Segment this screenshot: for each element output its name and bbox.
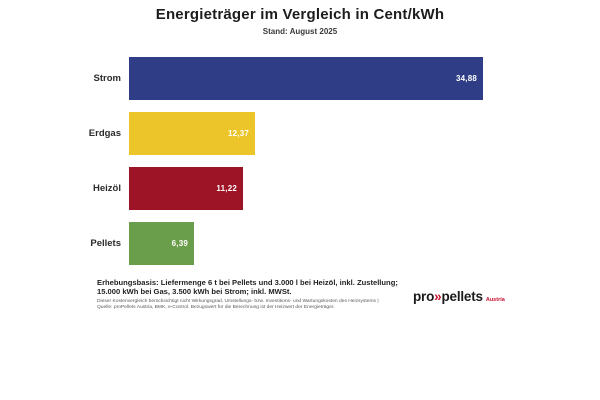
bar: 34,88 <box>129 57 483 100</box>
logo-country: Austria <box>485 297 505 303</box>
bar: 11,22 <box>129 167 243 210</box>
logo-pro: pro <box>413 289 435 304</box>
bar-row: Pellets 6,39 <box>0 222 600 265</box>
bar-track: 34,88 <box>129 57 600 100</box>
bar: 12,37 <box>129 112 255 155</box>
survey-basis-line2: 15.000 kWh bei Gas, 3.500 kWh bei Strom;… <box>97 286 292 296</box>
bar: 6,39 <box>129 222 194 265</box>
bar-row: Strom 34,88 <box>0 57 600 100</box>
fine-print-line2: Quelle: proPellets Austria, BMK, e-Contr… <box>97 304 335 310</box>
bar-category-label: Pellets <box>90 238 121 249</box>
bar-value-label: 34,88 <box>455 74 477 83</box>
bar-row: Heizöl 11,22 <box>0 167 600 210</box>
fine-print-text: Dieser Kostenvergleich berücksichtigt ni… <box>97 299 427 310</box>
logo-chevrons-icon: » <box>434 289 442 304</box>
propellets-austria-logo: pro»pellets Austria <box>413 288 505 306</box>
bar-track: 12,37 <box>129 112 600 155</box>
bar-track: 6,39 <box>129 222 600 265</box>
footnote: Erhebungsbasis: Liefermenge 6 t bei Pell… <box>97 278 427 310</box>
bar-value-label: 12,37 <box>227 129 249 138</box>
survey-basis-text: Erhebungsbasis: Liefermenge 6 t bei Pell… <box>97 278 427 296</box>
bar-value-label: 6,39 <box>171 239 188 248</box>
bar-track: 11,22 <box>129 167 600 210</box>
logo-pellets: pellets <box>441 289 483 304</box>
fine-print-line1: Dieser Kostenvergleich berücksichtigt ni… <box>97 299 379 305</box>
survey-basis-line1: Erhebungsbasis: Liefermenge 6 t bei Pell… <box>97 278 398 287</box>
bar-category-label: Heizöl <box>93 183 121 194</box>
bar-row: Erdgas 12,37 <box>0 112 600 155</box>
bar-category-label: Erdgas <box>88 128 121 139</box>
chart-title: Energieträger im Vergleich in Cent/kWh <box>155 6 445 23</box>
bar-category-label: Strom <box>93 73 121 84</box>
bar-value-label: 11,22 <box>216 184 237 193</box>
bar-chart: Strom 34,88 Erdgas 12,37 Heizöl 11,22 Pellets 6… <box>0 57 600 277</box>
logo-wordmark: pro»pellets <box>413 289 483 304</box>
chart-header: Energieträger im Vergleich in Cent/kWh S… <box>0 6 600 36</box>
chart-subtitle: Stand: August 2025 <box>262 27 338 36</box>
